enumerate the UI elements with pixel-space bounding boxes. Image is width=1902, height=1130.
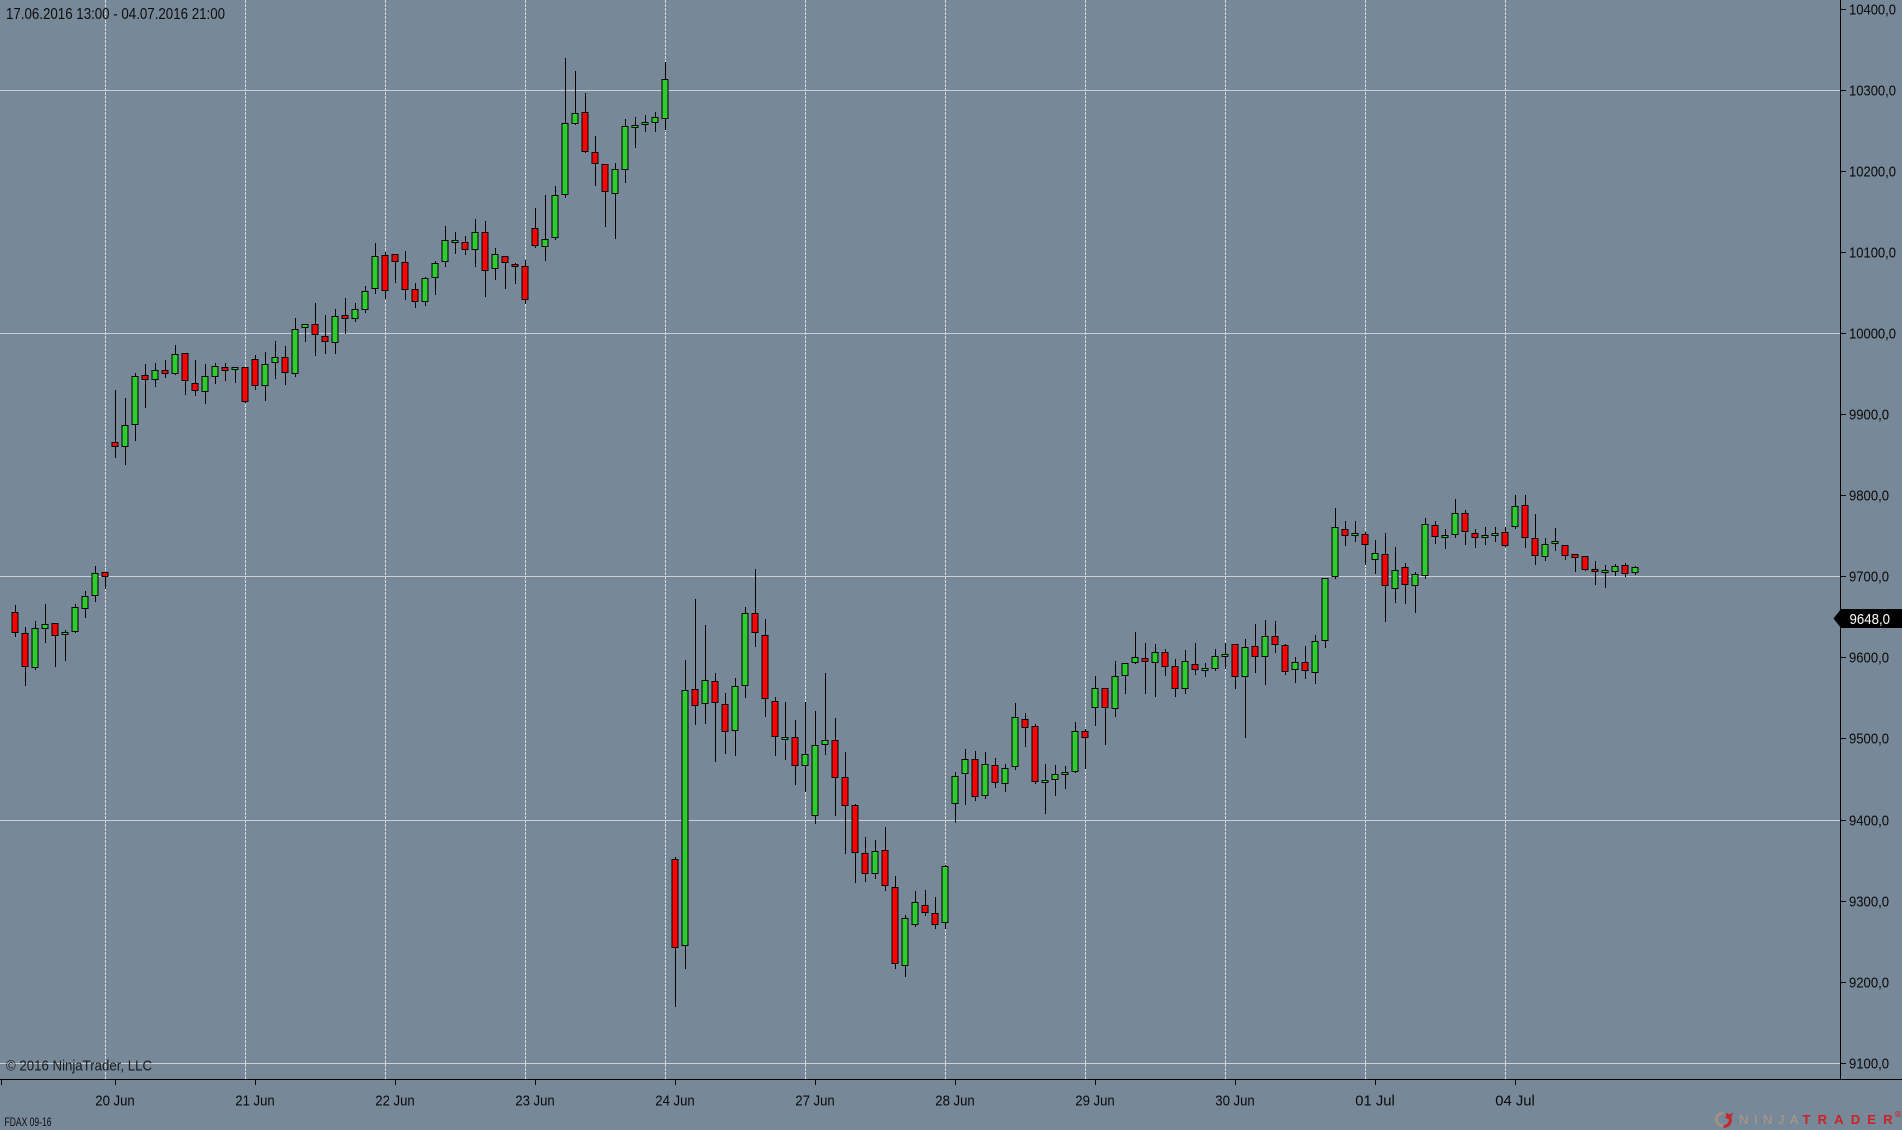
svg-text:20 Jun: 20 Jun <box>95 1093 135 1110</box>
svg-text:9900,0: 9900,0 <box>1849 407 1889 424</box>
svg-text:23 Jun: 23 Jun <box>515 1093 555 1110</box>
svg-text:17.06.2016 13:00 - 04.07.2016: 17.06.2016 13:00 - 04.07.2016 21:00 <box>6 6 225 23</box>
svg-text:10100,0: 10100,0 <box>1849 245 1896 262</box>
svg-text:27 Jun: 27 Jun <box>795 1093 835 1110</box>
svg-text:10300,0: 10300,0 <box>1849 83 1896 100</box>
svg-text:9500,0: 9500,0 <box>1849 731 1889 748</box>
svg-text:NINJA: NINJA <box>1739 1112 1800 1127</box>
svg-text:®: ® <box>1895 1110 1901 1119</box>
svg-text:22 Jun: 22 Jun <box>375 1093 415 1110</box>
svg-text:28 Jun: 28 Jun <box>935 1093 975 1110</box>
svg-text:01 Jul: 01 Jul <box>1355 1093 1395 1110</box>
svg-text:24 Jun: 24 Jun <box>655 1093 695 1110</box>
svg-text:9400,0: 9400,0 <box>1849 813 1889 830</box>
svg-text:04 Jul: 04 Jul <box>1495 1093 1535 1110</box>
svg-text:29 Jun: 29 Jun <box>1075 1093 1115 1110</box>
svg-text:9648,0: 9648,0 <box>1850 611 1891 628</box>
svg-text:30 Jun: 30 Jun <box>1215 1093 1255 1110</box>
svg-text:© 2016 NinjaTrader, LLC: © 2016 NinjaTrader, LLC <box>6 1058 152 1075</box>
svg-text:10000,0: 10000,0 <box>1849 326 1896 343</box>
svg-text:10400,0: 10400,0 <box>1849 2 1896 19</box>
svg-text:21 Jun: 21 Jun <box>235 1093 275 1110</box>
svg-text:9700,0: 9700,0 <box>1849 569 1889 586</box>
svg-text:9200,0: 9200,0 <box>1849 975 1889 992</box>
svg-text:10200,0: 10200,0 <box>1849 164 1896 181</box>
svg-text:FDAX 09-16: FDAX 09-16 <box>5 1115 52 1129</box>
svg-text:9800,0: 9800,0 <box>1849 488 1889 505</box>
svg-text:9600,0: 9600,0 <box>1849 650 1889 667</box>
svg-text:9100,0: 9100,0 <box>1849 1056 1889 1073</box>
svg-text:9300,0: 9300,0 <box>1849 894 1889 911</box>
